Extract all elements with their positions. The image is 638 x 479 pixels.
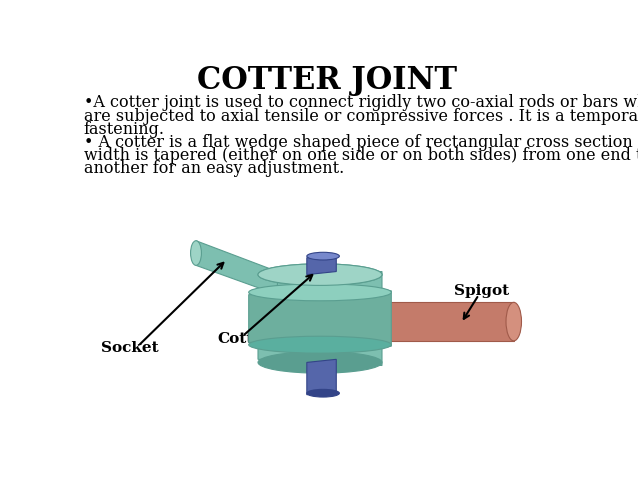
Ellipse shape: [249, 284, 391, 301]
Text: •A cotter joint is used to connect rigidly two co-axial rods or bars which: •A cotter joint is used to connect rigid…: [84, 94, 638, 112]
Ellipse shape: [315, 302, 325, 341]
Ellipse shape: [307, 389, 339, 397]
Text: width is tapered (either on one side or on both sides) from one end to: width is tapered (either on one side or …: [84, 147, 638, 164]
Ellipse shape: [249, 336, 391, 353]
Text: • A cotter is a flat wedge shaped piece of rectangular cross section and its: • A cotter is a flat wedge shaped piece …: [84, 134, 638, 151]
Ellipse shape: [258, 264, 382, 285]
Polygon shape: [262, 268, 274, 356]
Text: Cotter: Cotter: [218, 331, 272, 346]
Polygon shape: [307, 359, 336, 395]
Ellipse shape: [258, 352, 382, 373]
Text: another for an easy adjustment.: another for an easy adjustment.: [84, 160, 344, 177]
Ellipse shape: [506, 302, 521, 341]
Ellipse shape: [307, 252, 339, 260]
Text: COTTER JOINT: COTTER JOINT: [197, 65, 457, 96]
Text: Socket: Socket: [101, 341, 159, 355]
Polygon shape: [307, 255, 336, 274]
Polygon shape: [249, 291, 391, 346]
Text: are subjected to axial tensile or compressive forces . It is a temporary: are subjected to axial tensile or compre…: [84, 107, 638, 125]
Text: fastening.: fastening.: [84, 121, 165, 137]
Ellipse shape: [191, 241, 202, 265]
Polygon shape: [320, 302, 514, 341]
Text: Spigot: Spigot: [454, 284, 509, 298]
Polygon shape: [196, 241, 278, 295]
Polygon shape: [258, 272, 382, 365]
Ellipse shape: [258, 264, 382, 285]
